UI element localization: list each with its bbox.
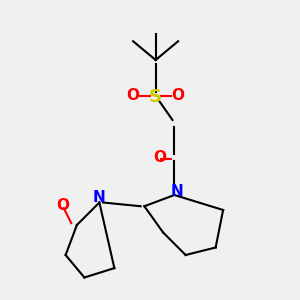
Text: S: S [149,88,162,106]
Text: N: N [171,184,184,199]
Text: N: N [93,190,106,206]
Text: O: O [153,150,166,165]
Text: O: O [172,88,184,103]
Text: O: O [127,88,140,103]
Text: O: O [56,198,69,213]
